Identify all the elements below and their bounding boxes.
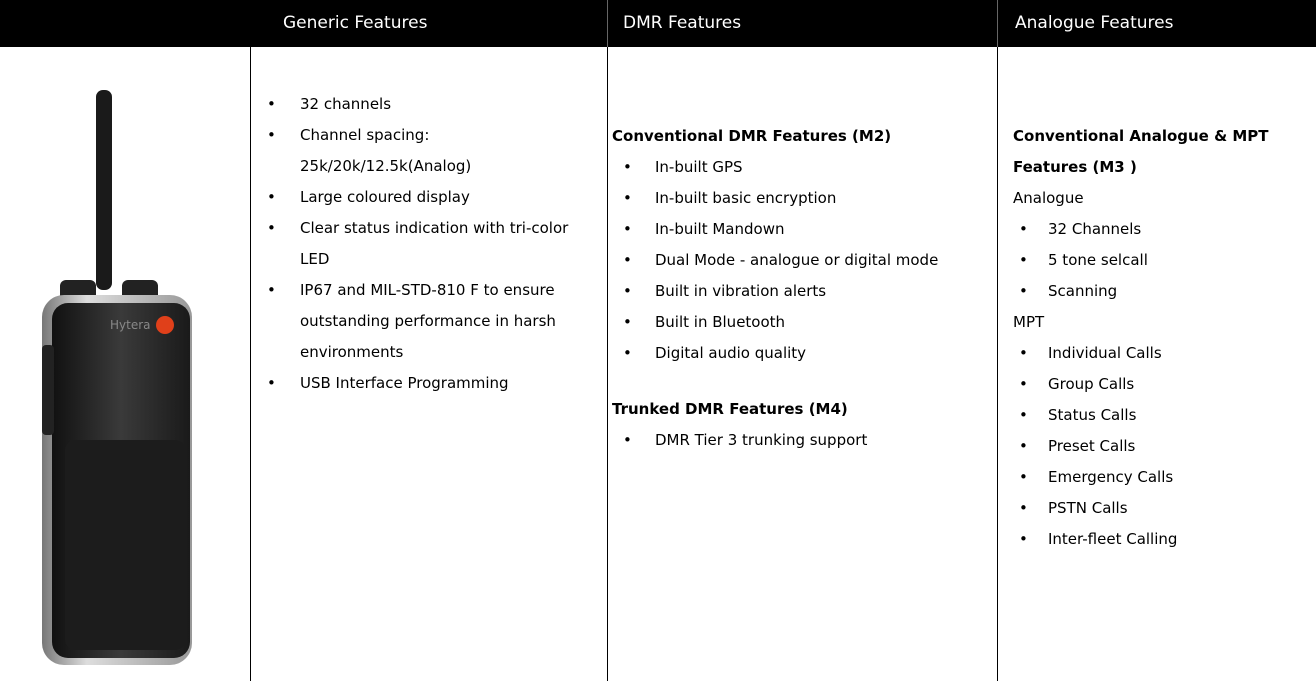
feature-item: In-built basic encryption xyxy=(612,183,992,214)
column-border xyxy=(997,47,998,681)
dmr-column: Conventional DMR Features (M2) In-built G… xyxy=(612,121,992,456)
feature-item: PSTN Calls xyxy=(1013,493,1313,524)
feature-item: Scanning xyxy=(1013,276,1313,307)
header-separator xyxy=(997,0,998,47)
generic-column: 32 channelsChannel spacing: 25k/20k/12.5… xyxy=(250,89,595,399)
column-border xyxy=(607,47,608,681)
feature-item: USB Interface Programming xyxy=(250,368,595,399)
section-heading: Conventional Analogue & MPT Features (M3… xyxy=(1013,127,1269,176)
feature-item: Large coloured display xyxy=(250,182,595,213)
section-heading: Conventional DMR Features (M2) xyxy=(612,127,892,145)
header-bar: Generic Features DMR Features Analogue F… xyxy=(0,0,1316,47)
feature-list: 32 channelsChannel spacing: 25k/20k/12.5… xyxy=(250,89,595,399)
feature-section: Conventional DMR Features (M2) In-built G… xyxy=(612,121,992,369)
feature-item: Individual Calls xyxy=(1013,338,1313,369)
feature-item: 32 channels xyxy=(250,89,595,120)
feature-list: In-built GPSIn-built basic encryptionIn-… xyxy=(612,152,992,369)
brand-label: Hytera xyxy=(110,318,151,332)
feature-list: Individual CallsGroup CallsStatus CallsP… xyxy=(1013,338,1313,555)
feature-item: Emergency Calls xyxy=(1013,462,1313,493)
feature-item: Built in vibration alerts xyxy=(612,276,992,307)
group-label: MPT xyxy=(1013,313,1045,331)
feature-section: Trunked DMR Features (M4) DMR Tier 3 trun… xyxy=(612,394,992,456)
feature-list: 32 Channels5 tone selcallScanning xyxy=(1013,214,1313,307)
radio-image: Hytera xyxy=(42,90,192,665)
column-header: DMR Features xyxy=(623,13,742,33)
feature-item: Digital audio quality xyxy=(612,338,992,369)
feature-item: Channel spacing: 25k/20k/12.5k(Analog) xyxy=(250,120,595,182)
analogue-column: Conventional Analogue & MPT Features (M3… xyxy=(1013,121,1313,555)
feature-item: Clear status indication with tri-color L… xyxy=(250,213,595,275)
column-header: Generic Features xyxy=(283,13,428,33)
feature-list: DMR Tier 3 trunking support xyxy=(612,425,992,456)
header-separator xyxy=(607,0,608,47)
feature-item: Dual Mode - analogue or digital mode xyxy=(612,245,992,276)
feature-item: In-built Mandown xyxy=(612,214,992,245)
feature-item: DMR Tier 3 trunking support xyxy=(612,425,992,456)
feature-item: 5 tone selcall xyxy=(1013,245,1313,276)
group-label: Analogue xyxy=(1013,189,1084,207)
feature-item: IP67 and MIL-STD-810 F to ensure outstan… xyxy=(250,275,595,368)
feature-item: Preset Calls xyxy=(1013,431,1313,462)
feature-item: 32 Channels xyxy=(1013,214,1313,245)
column-header: Analogue Features xyxy=(1015,13,1174,33)
feature-item: Status Calls xyxy=(1013,400,1313,431)
feature-item: Inter-fleet Calling xyxy=(1013,524,1313,555)
section-heading: Trunked DMR Features (M4) xyxy=(612,400,848,418)
feature-item: Group Calls xyxy=(1013,369,1313,400)
feature-item: In-built GPS xyxy=(612,152,992,183)
feature-item: Built in Bluetooth xyxy=(612,307,992,338)
